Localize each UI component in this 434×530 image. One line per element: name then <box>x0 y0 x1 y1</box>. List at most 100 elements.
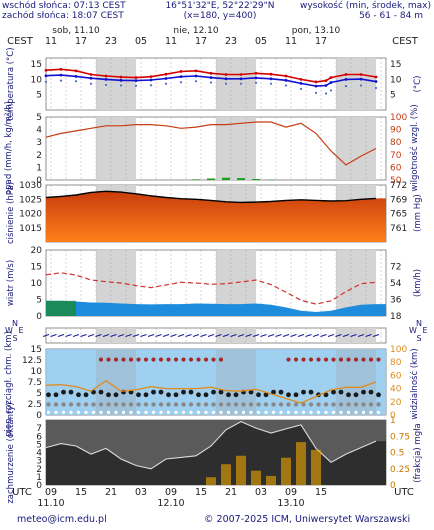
pressure-ylabel: ciśnienie (hPa) <box>5 182 16 244</box>
cloud-base-dot <box>369 410 373 414</box>
pressure-ylabel-right: (mm Hg) <box>413 194 423 232</box>
wind-direction-arrow <box>72 334 80 337</box>
cloud-low-dot <box>53 402 59 407</box>
cloud-low-dot <box>346 402 351 407</box>
pressure-mmhg-tick: 765 <box>390 210 407 220</box>
cloud-base-dot <box>376 410 381 414</box>
cloud-low-dot <box>338 402 344 407</box>
cloud-mid-dot <box>308 389 314 395</box>
coordinates-text: 16°51'32"E, 52°22'29"N <box>165 1 275 11</box>
wind-kmh-tick: 72 <box>390 263 401 273</box>
cloud-low-dot <box>226 402 231 407</box>
cloud-cover-line <box>45 420 377 470</box>
cloud-base-dot <box>76 410 81 414</box>
cloud-mid-dot <box>286 392 291 398</box>
fog-ytick: 0.75 <box>390 432 410 442</box>
cloud-mid-dot <box>361 389 366 395</box>
temp-tmean-point <box>134 79 138 83</box>
wind-direction-arrow <box>252 334 260 337</box>
temp-tmax-point <box>269 72 273 76</box>
cloud-mid-dot <box>61 389 66 395</box>
wind-direction-arrow <box>110 334 117 337</box>
cloud-low-dot <box>218 402 224 407</box>
temp-min-point <box>344 85 348 88</box>
visibility-ytick: 0 <box>390 411 396 421</box>
cloud-base-dot <box>256 410 261 414</box>
cloud-low-dot <box>368 402 374 407</box>
cloud-top-dot <box>166 357 171 362</box>
cloud-low-dot <box>271 402 276 407</box>
visibility-ytick: 20 <box>390 398 402 408</box>
temp-tmean-point <box>179 75 183 79</box>
temp-tmax-point <box>89 73 93 76</box>
cloud-mid-dot <box>46 392 51 398</box>
temp-min-point <box>134 84 138 87</box>
cloud-low-dot <box>293 402 299 407</box>
cloud-base-dot <box>361 410 366 414</box>
wind-direction-arrow <box>117 334 125 337</box>
cloud-base-dot <box>151 410 156 414</box>
compass-e-left: E <box>18 326 23 335</box>
night-band <box>96 58 136 110</box>
cloud-cover-ytick: 5 <box>36 440 42 450</box>
panel-1 <box>45 116 387 181</box>
cloud-low-dot <box>241 402 246 407</box>
cloud-cover-ytick: 4 <box>36 449 42 459</box>
wind-direction-arrow <box>50 334 57 337</box>
compass-e-right: E <box>422 326 427 335</box>
cloud-base-dot <box>84 410 88 414</box>
temp-tmean-point <box>59 73 63 77</box>
precip-bar <box>252 178 260 180</box>
temp-ytick-left: 15 <box>31 60 42 70</box>
temp-tmax-point <box>134 76 138 79</box>
temp-min-point <box>314 91 318 94</box>
bottom-axis-hour: 03 <box>255 487 267 498</box>
wind-direction-arrow <box>215 334 222 337</box>
cloud-base-dot <box>309 410 313 414</box>
cloud-low-dot <box>376 402 381 407</box>
pressure-area <box>46 191 386 242</box>
temp-tmean-point <box>239 77 243 81</box>
humidity-ytick: 60 <box>390 163 402 173</box>
temp-min-point <box>74 80 78 83</box>
temp-tmean-point <box>314 84 318 88</box>
footer-email[interactable]: meteo@icm.edu.pl <box>17 514 107 525</box>
cloud-top-dot <box>151 357 156 362</box>
cloud-base-dot <box>324 410 328 414</box>
wind-direction-arrow <box>365 334 372 337</box>
cloud-low-dot <box>151 402 156 407</box>
cloud-top-dot <box>136 357 141 362</box>
temp-min-point <box>209 81 213 84</box>
cloud-mid-dot <box>256 392 261 398</box>
cloud-top-dot <box>181 357 186 362</box>
wind-ytick: 15 <box>31 263 42 273</box>
bottom-axis-hour: 09 <box>165 487 177 498</box>
wind-direction-arrow <box>102 334 110 337</box>
temp-tmean-point <box>329 81 333 84</box>
fog-ytick: 0.5 <box>390 449 404 459</box>
cloud-top-dot <box>128 357 134 362</box>
cloud-low-dot <box>196 402 201 407</box>
cloud-base-dot <box>294 410 298 414</box>
cloud-top-dot <box>323 357 329 362</box>
cloud-low-dot <box>278 402 284 407</box>
wind-direction-arrow <box>125 334 132 337</box>
sunset-text: zachód słońca: 18:07 CEST <box>2 11 124 21</box>
cloud-low-dot <box>301 402 306 407</box>
cloud-top-dot <box>173 357 179 362</box>
cloud-mid-dot <box>173 392 179 398</box>
top-axis-hour: 11 <box>285 36 297 47</box>
panel-0 <box>45 57 387 111</box>
cloud-base-dot <box>196 410 201 414</box>
cloud-mid-dot <box>76 392 81 398</box>
temp-tmax-point <box>344 73 348 76</box>
night-band <box>216 58 256 110</box>
compass-n-left: N <box>12 319 18 328</box>
humidity-ytick: 70 <box>390 151 402 161</box>
temp-tmax-point <box>44 68 48 72</box>
wind-direction-arrow <box>350 334 357 337</box>
cloud-extent-ytick: 10 <box>31 367 43 377</box>
wind-direction-arrow <box>372 334 380 337</box>
